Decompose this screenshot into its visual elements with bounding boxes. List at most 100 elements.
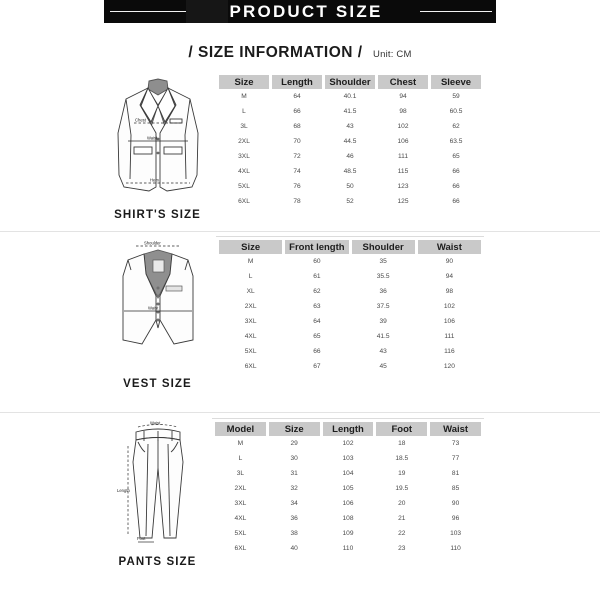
- table-row: M 60 35 90: [219, 254, 481, 269]
- banner-rule-left: [110, 11, 186, 12]
- table-row: 6XL 78 52 125 66: [219, 194, 481, 209]
- column-header: Model: [215, 422, 266, 436]
- cell: 66: [452, 168, 460, 175]
- cell: 36: [379, 288, 387, 295]
- cell: 96: [451, 515, 460, 522]
- table-row: 4XL 36 108 21 96: [215, 511, 481, 526]
- cell: 40: [290, 545, 298, 552]
- column-header: Length: [322, 422, 374, 436]
- cell: 109: [342, 530, 354, 537]
- cell: M: [237, 440, 244, 447]
- cell: 68: [293, 123, 301, 130]
- vest-figure-caption: VEST SIZE: [123, 378, 192, 390]
- table-top-rule: [212, 418, 484, 419]
- shirt-label-waist: Waist: [147, 135, 158, 140]
- pants-size-table-wrap: Model Size Length Foot Waist M 29 102 18…: [212, 418, 484, 556]
- cell: 41.5: [376, 333, 390, 340]
- section-divider: [0, 231, 600, 232]
- cell: 106: [443, 318, 455, 325]
- cell: 111: [444, 333, 455, 340]
- cell: 60: [313, 258, 321, 265]
- cell: 4XL: [238, 168, 250, 175]
- pants-label-length: Length: [117, 488, 130, 493]
- cell: 18.5: [395, 455, 409, 462]
- cell: 67: [313, 363, 321, 370]
- cell: 18: [398, 440, 406, 447]
- cell: 40.1: [343, 93, 357, 100]
- column-header: Chest: [378, 75, 428, 89]
- table-row: 6XL 40 110 23 110: [215, 541, 481, 556]
- table-row: 5XL 76 50 123 66: [219, 179, 481, 194]
- table-row: 3XL 64 39 106: [219, 314, 481, 329]
- cell: 62: [313, 288, 321, 295]
- cell: 3L: [240, 123, 248, 130]
- cell: 4XL: [244, 333, 257, 340]
- table-row: L 30 103 18.5 77: [215, 451, 481, 466]
- pants-label-waist: Waist: [150, 421, 161, 426]
- cell: L: [238, 455, 243, 462]
- cell: 4XL: [234, 515, 247, 522]
- cell: 3L: [236, 470, 245, 477]
- suit-jacket-icon: Chest Waist Hem: [117, 78, 198, 192]
- cell: 2XL: [234, 485, 247, 492]
- cell: 110: [450, 545, 461, 552]
- cell: 2XL: [244, 303, 257, 310]
- column-header: Size: [219, 240, 283, 254]
- cell: L: [242, 108, 246, 115]
- cell: 66: [313, 348, 321, 355]
- cell: 44.5: [343, 138, 357, 145]
- cell: 31: [290, 470, 298, 477]
- cell: 46: [346, 153, 354, 160]
- cell: 66: [293, 108, 301, 115]
- cell: 72: [293, 153, 301, 160]
- table-row: 3L 31 104 19 81: [215, 466, 481, 481]
- cell: 19: [398, 470, 406, 477]
- cell: 64: [313, 318, 321, 325]
- table-row: 6XL 67 45 120: [219, 359, 481, 374]
- column-header: Waist: [430, 422, 481, 436]
- table-row: 4XL 65 41.5 111: [219, 329, 481, 344]
- cell: 6XL: [238, 198, 250, 205]
- cell: 45: [379, 363, 387, 370]
- cell: 60.5: [449, 108, 463, 115]
- cell: 102: [443, 303, 455, 310]
- cell: 85: [451, 485, 460, 492]
- cell: 65: [313, 333, 321, 340]
- cell: XL: [246, 288, 255, 295]
- cell: 52: [346, 198, 354, 205]
- cell: 111: [397, 153, 409, 160]
- shirt-size-table: Size Length Shoulder Chest Sleeve M 64 4…: [216, 75, 484, 209]
- cell: 29: [290, 440, 298, 447]
- column-header: Sleeve: [431, 75, 481, 89]
- cell: 125: [397, 198, 409, 205]
- column-header: Waist: [417, 240, 481, 254]
- unit-label: Unit: CM: [373, 49, 412, 60]
- cell: 66: [452, 183, 460, 190]
- cell: 35: [379, 258, 387, 265]
- shirt-label-hem: Hem: [150, 178, 159, 183]
- table-row: M 29 102 18 73: [215, 436, 481, 451]
- cell: 64: [293, 93, 301, 100]
- section-divider: [0, 412, 600, 413]
- cell: 5XL: [234, 530, 247, 537]
- cell: 32: [290, 485, 298, 492]
- cell: 110: [342, 545, 354, 552]
- cell: 90: [445, 258, 454, 265]
- cell: 3XL: [244, 318, 257, 325]
- cell: 30: [290, 455, 298, 462]
- section-shirt: Chest Waist Hem SHIRT'S SIZE Size Length…: [0, 75, 600, 227]
- cell: 37.5: [376, 303, 390, 310]
- banner-accent-block: [186, 0, 228, 23]
- table-top-rule: [216, 236, 484, 237]
- cell: 106: [342, 500, 354, 507]
- cell: 35.5: [376, 273, 390, 280]
- cell: 123: [397, 183, 409, 190]
- cell: 66: [452, 198, 460, 205]
- table-header-row: Size Front length Shoulder Waist: [219, 240, 481, 254]
- table-row: M 64 40.1 94 59: [219, 89, 481, 104]
- cell: 22: [398, 530, 406, 537]
- cell: 6XL: [234, 545, 247, 552]
- column-header: Shoulder: [325, 75, 375, 89]
- vest-figure: Shoulder Waist VEST SIZE: [95, 236, 220, 390]
- table-row: XL 62 36 98: [219, 284, 481, 299]
